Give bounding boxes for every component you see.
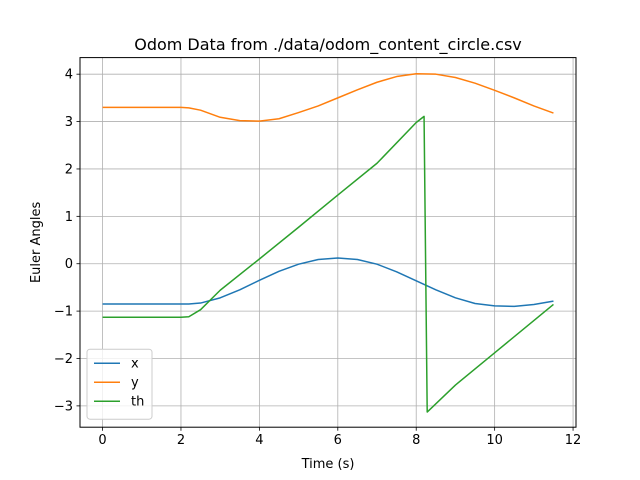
x-tick-label: 8 [412, 433, 420, 448]
legend-label-y: y [131, 376, 139, 391]
x-tick-label: 4 [255, 433, 263, 448]
series-line-y [102, 72, 554, 122]
chart-title: Odom Data from ./data/odom_content_circl… [134, 35, 522, 55]
legend: xy th [86, 348, 153, 420]
y-tick-label: −3 [54, 399, 73, 414]
legend-label-th: th [131, 395, 144, 410]
y-tick-label: 0 [65, 257, 73, 272]
plot-frame [79, 57, 577, 428]
x-tick-label: 12 [565, 433, 582, 448]
x-axis-label: Time (s) [301, 457, 355, 472]
y-axis-label: Euler Angles [29, 202, 44, 284]
y-tick-label: 4 [65, 68, 73, 83]
series-line-x [102, 257, 554, 308]
y-tick-label: −1 [54, 305, 73, 320]
series-lines [102, 72, 554, 413]
y-tick-label: 2 [65, 162, 73, 177]
y-tick-label: 3 [65, 115, 73, 130]
series-line-th [102, 115, 554, 413]
legend-label-x: x [131, 357, 139, 372]
x-tick-label: 0 [98, 433, 106, 448]
x-tick-label: 10 [486, 433, 503, 448]
y-tick-label: −2 [54, 352, 73, 367]
grid [80, 57, 576, 428]
y-tick-label: 1 [65, 210, 73, 225]
x-tick-label: 6 [334, 433, 342, 448]
x-tick-label: 2 [177, 433, 185, 448]
